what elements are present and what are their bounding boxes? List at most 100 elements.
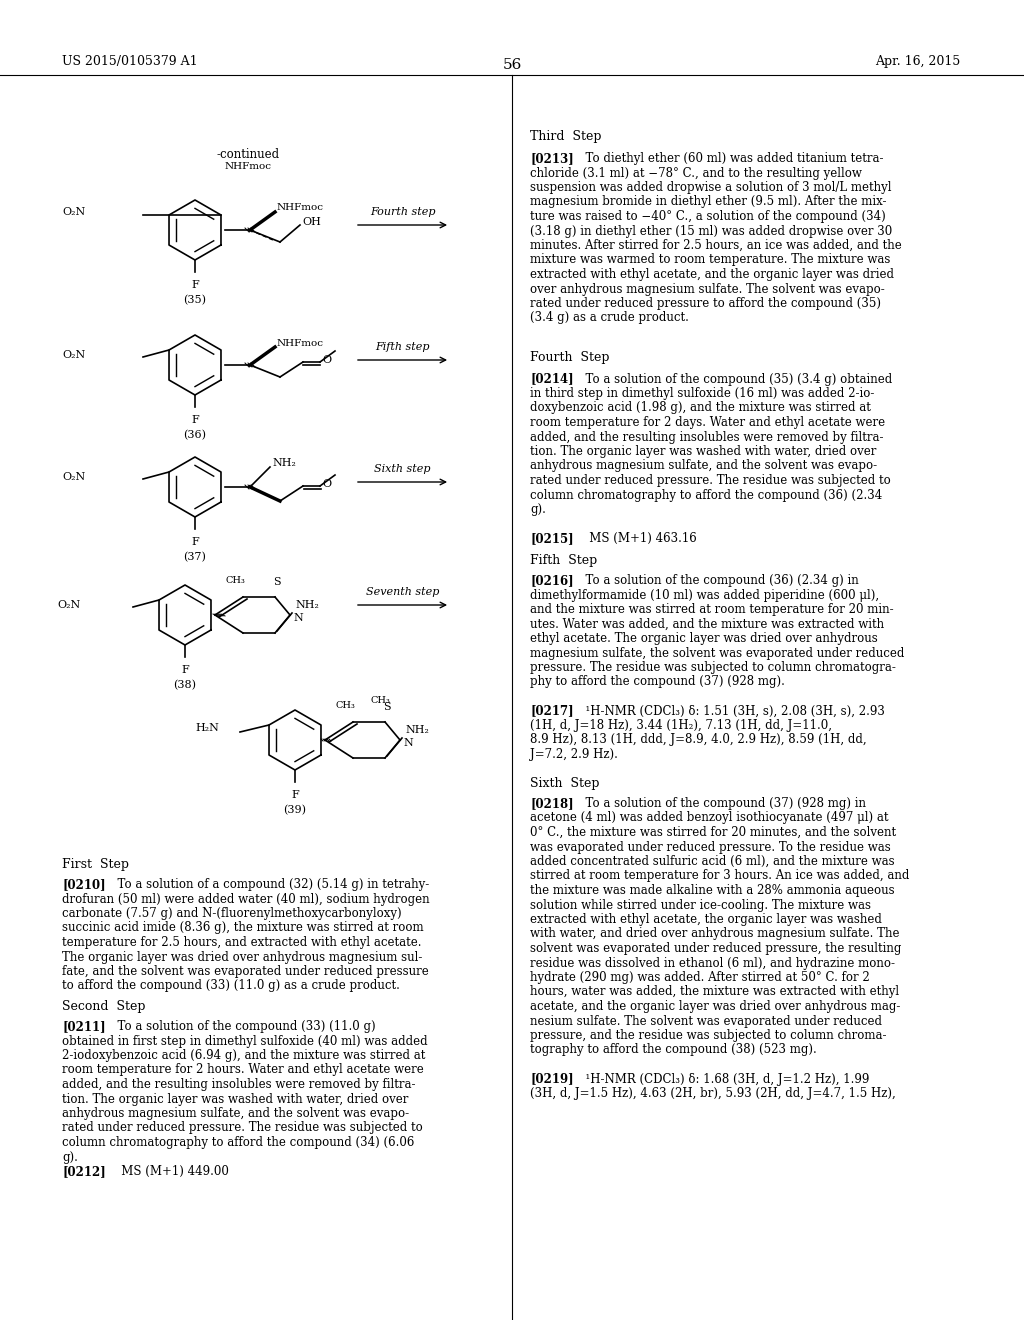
Text: carbonate (7.57 g) and N-(fluorenylmethoxycarbonyloxy): carbonate (7.57 g) and N-(fluorenylmetho… — [62, 907, 401, 920]
Text: column chromatography to afford the compound (34) (6.06: column chromatography to afford the comp… — [62, 1137, 415, 1148]
Text: pressure, and the residue was subjected to column chroma-: pressure, and the residue was subjected … — [530, 1030, 887, 1041]
Text: magnesium sulfate, the solvent was evaporated under reduced: magnesium sulfate, the solvent was evapo… — [530, 647, 904, 660]
Text: NHFmoc: NHFmoc — [224, 162, 271, 172]
Text: stirred at room temperature for 3 hours. An ice was added, and: stirred at room temperature for 3 hours.… — [530, 870, 909, 883]
Text: (38): (38) — [173, 680, 197, 690]
Text: the mixture was made alkaline with a 28% ammonia aqueous: the mixture was made alkaline with a 28%… — [530, 884, 895, 898]
Text: rated under reduced pressure to afford the compound (35): rated under reduced pressure to afford t… — [530, 297, 881, 310]
Text: NH₂: NH₂ — [295, 601, 318, 610]
Text: N: N — [293, 612, 303, 623]
Text: room temperature for 2 hours. Water and ethyl acetate were: room temperature for 2 hours. Water and … — [62, 1064, 424, 1077]
Text: minutes. After stirred for 2.5 hours, an ice was added, and the: minutes. After stirred for 2.5 hours, an… — [530, 239, 902, 252]
Text: 8.9 Hz), 8.13 (1H, ddd, J=8.9, 4.0, 2.9 Hz), 8.59 (1H, dd,: 8.9 Hz), 8.13 (1H, ddd, J=8.9, 4.0, 2.9 … — [530, 734, 866, 747]
Text: over anhydrous magnesium sulfate. The solvent was evapo-: over anhydrous magnesium sulfate. The so… — [530, 282, 885, 296]
Text: extracted with ethyl acetate, the organic layer was washed: extracted with ethyl acetate, the organi… — [530, 913, 882, 927]
Text: ture was raised to −40° C., a solution of the compound (34): ture was raised to −40° C., a solution o… — [530, 210, 886, 223]
Text: (1H, d, J=18 Hz), 3.44 (1H₂), 7.13 (1H, dd, J=11.0,: (1H, d, J=18 Hz), 3.44 (1H₂), 7.13 (1H, … — [530, 719, 831, 733]
Text: [0214]: [0214] — [530, 372, 573, 385]
Text: phy to afford the compound (37) (928 mg).: phy to afford the compound (37) (928 mg)… — [530, 676, 784, 689]
Text: obtained in first step in dimethyl sulfoxide (40 ml) was added: obtained in first step in dimethyl sulfo… — [62, 1035, 428, 1048]
Text: residue was dissolved in ethanol (6 ml), and hydrazine mono-: residue was dissolved in ethanol (6 ml),… — [530, 957, 895, 969]
Text: g).: g). — [62, 1151, 78, 1163]
Text: column chromatography to afford the compound (36) (2.34: column chromatography to afford the comp… — [530, 488, 883, 502]
Text: MS (M+1) 449.00: MS (M+1) 449.00 — [110, 1166, 229, 1177]
Text: 0° C., the mixture was stirred for 20 minutes, and the solvent: 0° C., the mixture was stirred for 20 mi… — [530, 826, 896, 840]
Text: acetone (4 ml) was added benzoyl isothiocyanate (497 μl) at: acetone (4 ml) was added benzoyl isothio… — [530, 812, 889, 825]
Text: 2-iodoxybenzoic acid (6.94 g), and the mixture was stirred at: 2-iodoxybenzoic acid (6.94 g), and the m… — [62, 1049, 425, 1063]
Text: Fourth  Step: Fourth Step — [530, 351, 609, 363]
Text: acetate, and the organic layer was dried over anhydrous mag-: acetate, and the organic layer was dried… — [530, 1001, 900, 1012]
Text: NH₂: NH₂ — [272, 458, 296, 469]
Text: (39): (39) — [284, 805, 306, 816]
Text: anhydrous magnesium sulfate, and the solvent was evapo-: anhydrous magnesium sulfate, and the sol… — [62, 1107, 410, 1119]
Text: tion. The organic layer was washed with water, dried over: tion. The organic layer was washed with … — [530, 445, 877, 458]
Text: extracted with ethyl acetate, and the organic layer was dried: extracted with ethyl acetate, and the or… — [530, 268, 894, 281]
Text: was evaporated under reduced pressure. To the residue was: was evaporated under reduced pressure. T… — [530, 841, 891, 854]
Text: O: O — [322, 479, 331, 488]
Text: [0212]: [0212] — [62, 1166, 105, 1177]
Text: First  Step: First Step — [62, 858, 129, 871]
Text: F: F — [191, 280, 199, 290]
Text: tion. The organic layer was washed with water, dried over: tion. The organic layer was washed with … — [62, 1093, 409, 1106]
Text: O₂N: O₂N — [57, 601, 80, 610]
Text: solution while stirred under ice-cooling. The mixture was: solution while stirred under ice-cooling… — [530, 899, 871, 912]
Text: mixture was warmed to room temperature. The mixture was: mixture was warmed to room temperature. … — [530, 253, 891, 267]
Text: US 2015/0105379 A1: US 2015/0105379 A1 — [62, 55, 198, 69]
Text: magnesium bromide in diethyl ether (9.5 ml). After the mix-: magnesium bromide in diethyl ether (9.5 … — [530, 195, 887, 209]
Text: To a solution of the compound (33) (11.0 g): To a solution of the compound (33) (11.0… — [110, 1020, 376, 1034]
Text: pressure. The residue was subjected to column chromatogra-: pressure. The residue was subjected to c… — [530, 661, 896, 675]
Text: (3.4 g) as a crude product.: (3.4 g) as a crude product. — [530, 312, 689, 325]
Text: succinic acid imide (8.36 g), the mixture was stirred at room: succinic acid imide (8.36 g), the mixtur… — [62, 921, 424, 935]
Text: added, and the resulting insolubles were removed by filtra-: added, and the resulting insolubles were… — [62, 1078, 416, 1092]
Text: NHFmoc: NHFmoc — [278, 203, 324, 213]
Text: anhydrous magnesium sulfate, and the solvent was evapo-: anhydrous magnesium sulfate, and the sol… — [530, 459, 878, 473]
Text: O₂N: O₂N — [62, 350, 85, 360]
Text: To diethyl ether (60 ml) was added titanium tetra-: To diethyl ether (60 ml) was added titan… — [578, 152, 884, 165]
Text: dimethylformamide (10 ml) was added piperidine (600 μl),: dimethylformamide (10 ml) was added pipe… — [530, 589, 880, 602]
Text: S: S — [273, 577, 281, 587]
Text: added, and the resulting insolubles were removed by filtra-: added, and the resulting insolubles were… — [530, 430, 884, 444]
Text: Fifth  Step: Fifth Step — [530, 554, 597, 568]
Text: drofuran (50 ml) were added water (40 ml), sodium hydrogen: drofuran (50 ml) were added water (40 ml… — [62, 892, 430, 906]
Text: solvent was evaporated under reduced pressure, the resulting: solvent was evaporated under reduced pre… — [530, 942, 901, 954]
Text: F: F — [181, 665, 188, 675]
Text: with water, and dried over anhydrous magnesium sulfate. The: with water, and dried over anhydrous mag… — [530, 928, 899, 940]
Text: tography to afford the compound (38) (523 mg).: tography to afford the compound (38) (52… — [530, 1044, 817, 1056]
Text: CH₃: CH₃ — [370, 696, 390, 705]
Text: (35): (35) — [183, 294, 207, 305]
Text: [0211]: [0211] — [62, 1020, 105, 1034]
Text: [0217]: [0217] — [530, 705, 573, 718]
Text: -continued: -continued — [216, 148, 280, 161]
Text: (3.18 g) in diethyl ether (15 ml) was added dropwise over 30: (3.18 g) in diethyl ether (15 ml) was ad… — [530, 224, 892, 238]
Text: N: N — [403, 738, 413, 748]
Text: J=7.2, 2.9 Hz).: J=7.2, 2.9 Hz). — [530, 748, 617, 762]
Text: rated under reduced pressure. The residue was subjected to: rated under reduced pressure. The residu… — [62, 1122, 423, 1134]
Text: Apr. 16, 2015: Apr. 16, 2015 — [874, 55, 961, 69]
Text: Sixth  Step: Sixth Step — [530, 777, 599, 789]
Text: O: O — [322, 355, 331, 366]
Text: g).: g). — [530, 503, 546, 516]
Text: To a solution of a compound (32) (5.14 g) in tetrahy-: To a solution of a compound (32) (5.14 g… — [110, 878, 429, 891]
Text: nesium sulfate. The solvent was evaporated under reduced: nesium sulfate. The solvent was evaporat… — [530, 1015, 882, 1027]
Text: utes. Water was added, and the mixture was extracted with: utes. Water was added, and the mixture w… — [530, 618, 884, 631]
Text: To a solution of the compound (35) (3.4 g) obtained: To a solution of the compound (35) (3.4 … — [578, 372, 892, 385]
Text: Second  Step: Second Step — [62, 1001, 145, 1012]
Text: To a solution of the compound (37) (928 mg) in: To a solution of the compound (37) (928 … — [578, 797, 866, 810]
Text: to afford the compound (33) (11.0 g) as a crude product.: to afford the compound (33) (11.0 g) as … — [62, 979, 400, 993]
Text: Seventh step: Seventh step — [366, 587, 439, 597]
Text: OH: OH — [302, 216, 321, 227]
Text: 56: 56 — [503, 58, 521, 73]
Text: F: F — [191, 537, 199, 546]
Text: and the mixture was stirred at room temperature for 20 min-: and the mixture was stirred at room temp… — [530, 603, 894, 616]
Text: ¹H-NMR (CDCl₃) δ: 1.51 (3H, s), 2.08 (3H, s), 2.93: ¹H-NMR (CDCl₃) δ: 1.51 (3H, s), 2.08 (3H… — [578, 705, 885, 718]
Text: doxybenzoic acid (1.98 g), and the mixture was stirred at: doxybenzoic acid (1.98 g), and the mixtu… — [530, 401, 870, 414]
Text: Third  Step: Third Step — [530, 129, 601, 143]
Text: [0213]: [0213] — [530, 152, 573, 165]
Text: [0219]: [0219] — [530, 1072, 573, 1085]
Text: F: F — [291, 789, 299, 800]
Text: CH₃: CH₃ — [335, 701, 355, 710]
Text: ethyl acetate. The organic layer was dried over anhydrous: ethyl acetate. The organic layer was dri… — [530, 632, 878, 645]
Text: O₂N: O₂N — [62, 207, 85, 216]
Text: [0218]: [0218] — [530, 797, 573, 810]
Text: ¹H-NMR (CDCl₃) δ: 1.68 (3H, d, J=1.2 Hz), 1.99: ¹H-NMR (CDCl₃) δ: 1.68 (3H, d, J=1.2 Hz)… — [578, 1072, 869, 1085]
